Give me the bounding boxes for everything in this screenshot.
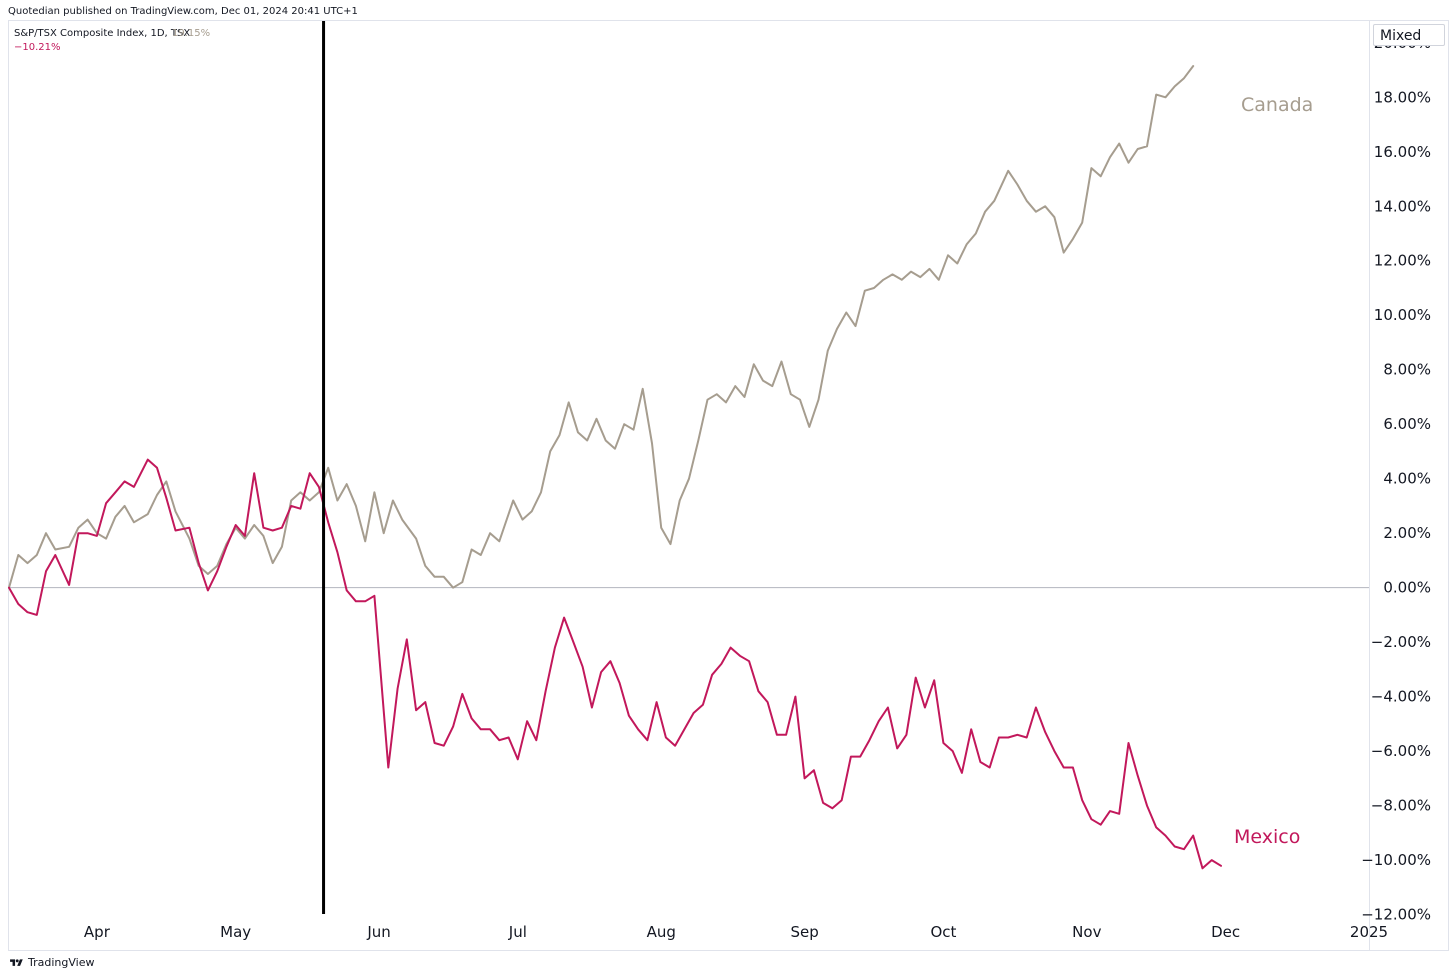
y-tick-label: −4.00% bbox=[1371, 688, 1431, 706]
series-group bbox=[8, 65, 1222, 870]
scale-mode-button[interactable]: Mixed bbox=[1373, 24, 1445, 46]
published-header: Quotedian published on TradingView.com, … bbox=[8, 6, 358, 17]
series-line-mexico[interactable] bbox=[8, 458, 1222, 870]
y-tick-label: −8.00% bbox=[1371, 797, 1431, 815]
x-tick-label: Aug bbox=[647, 923, 676, 941]
x-axis[interactable]: Apr May Jun Jul Aug Sep Oct Nov Dec 2025 bbox=[84, 923, 1388, 941]
y-tick-label: 12.00% bbox=[1374, 252, 1431, 270]
y-tick-label: 8.00% bbox=[1383, 361, 1431, 379]
y-tick-label: −12.00% bbox=[1361, 906, 1431, 924]
series-label-canada: Canada bbox=[1241, 94, 1313, 116]
x-tick-label: Apr bbox=[84, 923, 111, 941]
y-tick-label: 10.00% bbox=[1374, 306, 1431, 324]
series-line-canada[interactable] bbox=[8, 65, 1195, 589]
tradingview-logo-icon bbox=[10, 958, 23, 966]
y-tick-label: −6.00% bbox=[1371, 742, 1431, 760]
y-tick-label: −10.00% bbox=[1361, 851, 1431, 869]
footer-brand-text: TradingView bbox=[28, 956, 95, 969]
series-label-mexico: Mexico bbox=[1234, 826, 1300, 848]
y-tick-label: 14.00% bbox=[1374, 197, 1431, 215]
x-tick-label: 2025 bbox=[1350, 923, 1388, 941]
x-tick-label: Dec bbox=[1211, 923, 1240, 941]
footer-brand[interactable]: TradingView bbox=[9, 956, 94, 969]
x-tick-label: Sep bbox=[791, 923, 819, 941]
y-tick-label: 6.00% bbox=[1383, 415, 1431, 433]
x-tick-label: Oct bbox=[930, 923, 956, 941]
y-tick-label: −2.00% bbox=[1371, 633, 1431, 651]
chart-pane-border bbox=[8, 20, 1449, 951]
x-tick-label: May bbox=[220, 923, 251, 941]
y-tick-label: 16.00% bbox=[1374, 143, 1431, 161]
legend-mexico-value: −10.21% bbox=[14, 42, 61, 53]
y-tick-label: 0.00% bbox=[1383, 579, 1431, 597]
y-tick-label: 4.00% bbox=[1383, 470, 1431, 488]
y-tick-label: 18.00% bbox=[1374, 88, 1431, 106]
legend-symbol[interactable]: S&P/TSX Composite Index, 1D, TSX bbox=[14, 28, 190, 39]
legend-canada-value: 19.15% bbox=[172, 28, 210, 39]
y-tick-label: 2.00% bbox=[1383, 524, 1431, 542]
x-tick-label: Nov bbox=[1072, 923, 1101, 941]
y-axis[interactable]: 20.00%18.00%16.00%14.00%12.00%10.00%8.00… bbox=[1361, 34, 1431, 924]
x-tick-label: Jun bbox=[366, 923, 390, 941]
x-tick-label: Jul bbox=[508, 923, 527, 941]
